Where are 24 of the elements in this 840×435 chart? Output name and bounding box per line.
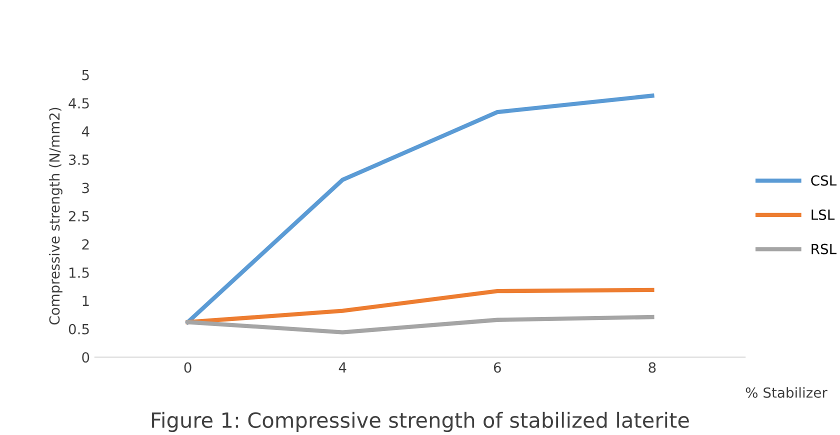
legend-label: CSL	[811, 175, 837, 186]
x-tick-label: 0	[184, 362, 192, 373]
y-tick-label: 1	[82, 296, 89, 306]
y-tick-label: 4	[82, 126, 90, 137]
y-tick-label: 2	[82, 239, 89, 250]
y-tick-label: 3.5	[69, 154, 89, 165]
y-tick-label: 1.5	[69, 268, 89, 278]
y-axis-title: Compressive strength (N/mm2)	[48, 108, 62, 325]
legend-label: RSL	[812, 244, 836, 254]
y-tick-label: 0	[82, 352, 90, 363]
x-axis-title: % Stabilizer	[746, 387, 828, 398]
line-series	[186, 314, 654, 334]
x-tick-label: 8	[648, 362, 656, 373]
y-tick-label: 2.5	[68, 210, 89, 222]
line-series	[186, 288, 654, 324]
y-tick-label: 5	[82, 70, 89, 80]
y-tick-label: 0.5	[68, 324, 89, 334]
y-tick-label: 3	[82, 182, 89, 194]
line-series	[186, 94, 654, 324]
legend-label: LSL	[812, 210, 835, 220]
x-tick-label: 4	[338, 362, 346, 373]
y-tick-label: 4.5	[68, 98, 89, 109]
text: Figure 1: Compressive strength of stabilized laterite	[152, 412, 689, 432]
x-tick-label: 6	[494, 362, 501, 373]
